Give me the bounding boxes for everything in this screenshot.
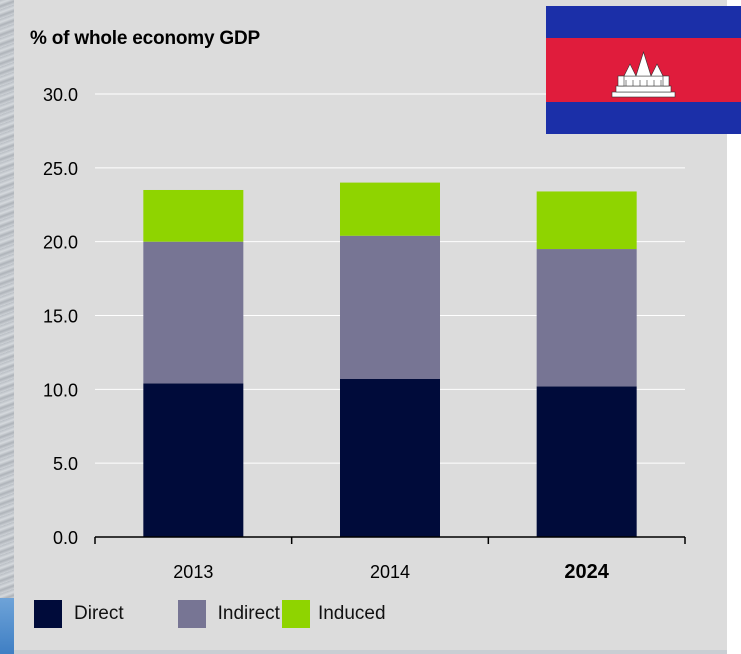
left-background-strip bbox=[0, 0, 14, 654]
bar-segment-induced-2014 bbox=[340, 182, 440, 236]
blue-corner-decoration bbox=[0, 598, 14, 654]
x-tick-label: 2014 bbox=[370, 562, 410, 582]
y-tick-label: 5.0 bbox=[53, 454, 78, 474]
legend-swatch-direct bbox=[34, 600, 62, 628]
y-tick-label: 15.0 bbox=[43, 307, 78, 327]
y-tick-label: 25.0 bbox=[43, 159, 78, 179]
y-tick-label: 0.0 bbox=[53, 528, 78, 548]
chart-legend: Direct Indirect Induced bbox=[34, 599, 416, 629]
bar-segment-induced-2013 bbox=[143, 189, 244, 242]
legend-item-direct: Direct bbox=[34, 600, 124, 628]
bar-segment-indirect-2014 bbox=[340, 235, 440, 379]
y-tick-label: 20.0 bbox=[43, 233, 78, 253]
legend-label-induced: Induced bbox=[317, 603, 386, 624]
legend-swatch-indirect bbox=[177, 600, 206, 628]
legend-swatch-induced bbox=[281, 600, 310, 628]
legend-label-direct: Direct bbox=[74, 603, 124, 624]
right-edge bbox=[727, 0, 741, 654]
legend-item-induced: Induced bbox=[281, 600, 386, 628]
bar-segment-direct-2014 bbox=[340, 378, 440, 537]
cambodia-flag-icon bbox=[546, 6, 741, 134]
x-tick-label: 2013 bbox=[173, 562, 213, 582]
flag-top-blue-band bbox=[546, 6, 741, 38]
chart-title: % of whole economy GDP bbox=[30, 28, 260, 49]
bar-segment-indirect-2013 bbox=[143, 241, 244, 384]
angkor-wat-icon bbox=[611, 50, 676, 98]
flag-bottom-blue-band bbox=[546, 102, 741, 134]
legend-item-indirect: Indirect bbox=[177, 600, 280, 628]
legend-label-indirect: Indirect bbox=[217, 603, 280, 624]
bar-segment-direct-2024 bbox=[536, 386, 637, 537]
y-tick-label: 30.0 bbox=[43, 85, 78, 105]
bar-segment-indirect-2024 bbox=[536, 249, 637, 387]
x-tick-label: 2024 bbox=[564, 561, 609, 583]
y-tick-label: 10.0 bbox=[43, 380, 78, 400]
bar-segment-direct-2013 bbox=[143, 383, 244, 537]
bar-segment-induced-2024 bbox=[536, 191, 637, 250]
